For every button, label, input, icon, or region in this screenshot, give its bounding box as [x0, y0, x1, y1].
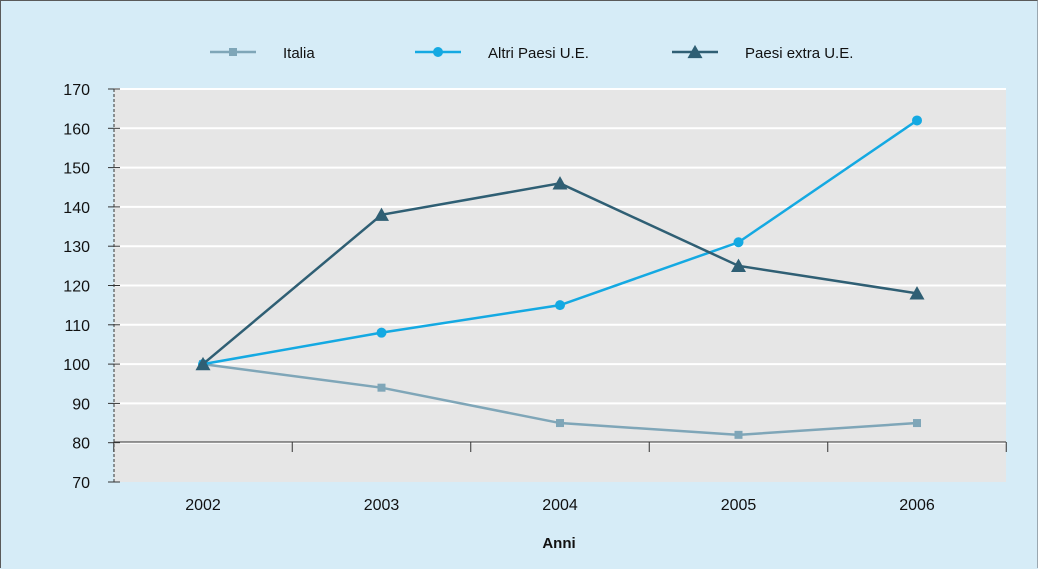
marker-circle [433, 47, 443, 57]
x-tick-label: 2002 [185, 497, 221, 514]
x-axis-title: Anni [542, 535, 575, 552]
y-tick-label: 130 [63, 239, 90, 256]
y-tick-label: 100 [63, 357, 90, 374]
marker-square [377, 383, 386, 392]
legend-item: Paesi extra U.E. [672, 44, 853, 62]
marker-square [229, 48, 237, 56]
marker-circle [376, 327, 387, 338]
marker-square [734, 430, 743, 439]
y-tick-label: 160 [63, 121, 90, 138]
y-tick-label: 110 [64, 318, 90, 335]
legend-label: Italia [283, 45, 315, 62]
marker-square [556, 419, 564, 428]
marker-triangle [909, 286, 925, 300]
marker-triangle [687, 44, 703, 59]
series-paesi-extra-u-e- [195, 176, 925, 371]
y-tick-label: 140 [63, 200, 90, 217]
marker-circle [555, 300, 565, 311]
legend-label: Paesi extra U.E. [745, 45, 853, 62]
y-tick-label: 70 [72, 475, 90, 492]
x-tick-label: 2005 [721, 497, 757, 514]
x-tick-label: 2006 [899, 497, 935, 514]
marker-circle [733, 237, 744, 248]
legend-item: Italia [210, 45, 315, 62]
y-tick-label: 120 [63, 279, 90, 296]
marker-triangle [374, 207, 389, 221]
y-tick-label: 150 [63, 161, 90, 178]
y-tick-label: 170 [63, 82, 90, 99]
x-tick-label: 2004 [542, 497, 578, 514]
marker-triangle [731, 258, 746, 273]
legend-label: Altri Paesi U.E. [488, 45, 589, 62]
y-tick-label: 80 [72, 436, 90, 453]
y-tick-label: 90 [72, 396, 90, 413]
marker-circle [912, 115, 922, 126]
marker-triangle [195, 356, 211, 371]
marker-triangle [552, 176, 568, 190]
marker-square [913, 419, 921, 428]
legend-item: Altri Paesi U.E. [415, 45, 589, 62]
x-tick-label: 2003 [364, 497, 400, 514]
